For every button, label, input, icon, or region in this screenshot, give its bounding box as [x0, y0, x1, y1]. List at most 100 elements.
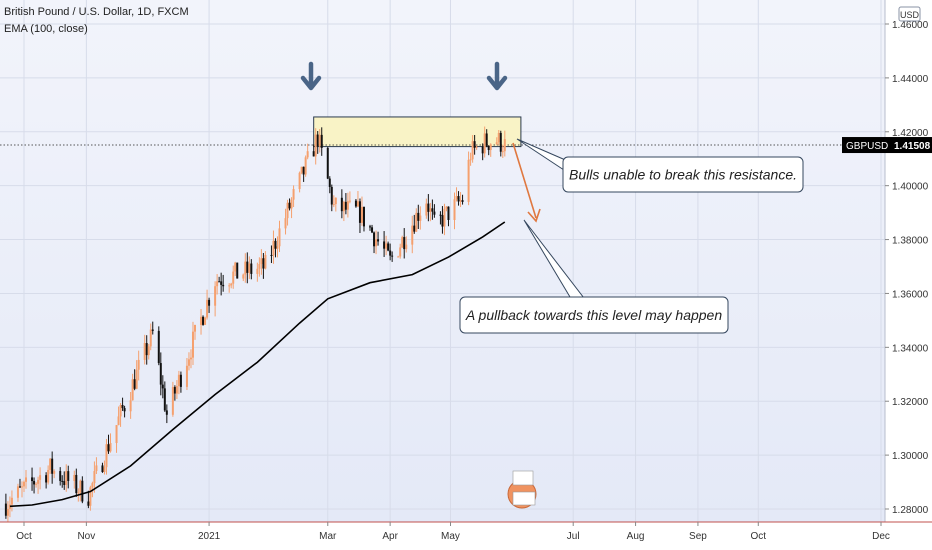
candle-188	[401, 235, 404, 248]
candle-57	[137, 350, 140, 381]
candle-body	[206, 299, 209, 318]
candle-body	[51, 458, 54, 474]
candle-body	[204, 317, 207, 325]
candle-body	[314, 134, 317, 157]
candle-97	[218, 276, 221, 283]
candle-body	[387, 243, 390, 251]
candle-body	[475, 146, 478, 148]
price-tag-box	[842, 137, 932, 154]
candle-body	[89, 487, 92, 506]
candle-body	[417, 212, 420, 221]
candle-118	[260, 249, 263, 275]
candle-body	[304, 157, 307, 175]
candle-39	[101, 462, 104, 473]
candle-116	[256, 262, 259, 282]
candle-124	[272, 230, 275, 264]
candle-body	[481, 146, 484, 154]
resistance-callout-text: Bulls unable to break this resistance.	[569, 167, 797, 183]
candle-body	[177, 374, 180, 387]
candle-148	[320, 127, 323, 156]
candle-74	[171, 381, 174, 417]
candle-body	[495, 142, 498, 145]
candle-body	[288, 202, 291, 209]
candle-body	[93, 471, 96, 484]
candle-body	[23, 481, 25, 487]
candle-body	[214, 286, 217, 306]
candle-64	[151, 321, 154, 335]
candle-body	[431, 208, 434, 212]
candle-141	[306, 143, 309, 160]
candle-215	[455, 187, 458, 202]
candle-body	[18, 486, 21, 488]
candle-181	[387, 241, 390, 252]
candle-body	[457, 196, 460, 202]
candle-body	[340, 197, 343, 212]
candle-109	[242, 273, 245, 282]
candle-body	[109, 443, 112, 452]
candle-7	[37, 476, 40, 494]
candle-231	[487, 145, 490, 156]
candle-200	[425, 198, 428, 219]
candle-body	[121, 404, 124, 409]
candle-42	[107, 434, 110, 454]
x-tick-label: Apr	[382, 531, 398, 542]
candle-body	[63, 481, 66, 485]
candle-body	[228, 285, 231, 287]
candle-127	[278, 220, 281, 253]
candle--2	[18, 478, 21, 489]
candle-body	[401, 237, 404, 248]
candle-120	[264, 251, 267, 270]
candle-body	[35, 483, 38, 485]
candle-body	[441, 215, 444, 227]
candle-111	[246, 252, 249, 284]
candle-body	[222, 284, 225, 287]
candle-182	[389, 243, 392, 261]
candle-body	[371, 227, 374, 233]
candle-body	[425, 203, 428, 216]
candle-body	[59, 471, 62, 481]
candle-186	[397, 255, 400, 258]
candle-105	[234, 261, 237, 277]
candle-body	[218, 281, 221, 283]
candle-96	[216, 274, 219, 295]
currency-badge-label: USD	[900, 10, 920, 20]
candle-body	[73, 474, 76, 481]
candle-body	[175, 386, 178, 394]
candle-body	[143, 343, 146, 360]
candle-18	[59, 467, 62, 486]
candle-214	[453, 192, 456, 230]
candle-body	[461, 200, 464, 202]
candle-body	[503, 139, 506, 152]
candle-body	[312, 151, 315, 157]
candle-204	[433, 204, 436, 218]
candle-body	[107, 444, 110, 452]
candle-body	[250, 263, 253, 274]
candles	[4, 126, 506, 522]
candle-body	[330, 186, 333, 205]
candle-158	[340, 189, 343, 219]
x-tick-label: Nov	[77, 531, 95, 542]
candle--6	[10, 490, 13, 512]
candle-160	[344, 193, 347, 215]
candle-221	[467, 151, 470, 206]
candle-body	[77, 492, 80, 494]
candle-48	[119, 402, 122, 427]
candle-body	[200, 316, 203, 325]
candle-144	[312, 144, 315, 157]
candle-40	[103, 460, 106, 475]
candle-body	[145, 343, 148, 356]
candle-5	[33, 477, 36, 494]
candle-33	[89, 485, 92, 511]
candle-body	[258, 264, 261, 269]
candle-body	[459, 200, 462, 202]
candle-body	[348, 200, 351, 202]
x-tick-label: Oct	[16, 531, 32, 542]
candle-0	[23, 480, 25, 492]
candle-body	[246, 261, 249, 273]
candle-14	[51, 451, 54, 484]
candle-body	[377, 239, 380, 242]
candle-194	[413, 214, 416, 234]
candle-217	[459, 192, 462, 208]
